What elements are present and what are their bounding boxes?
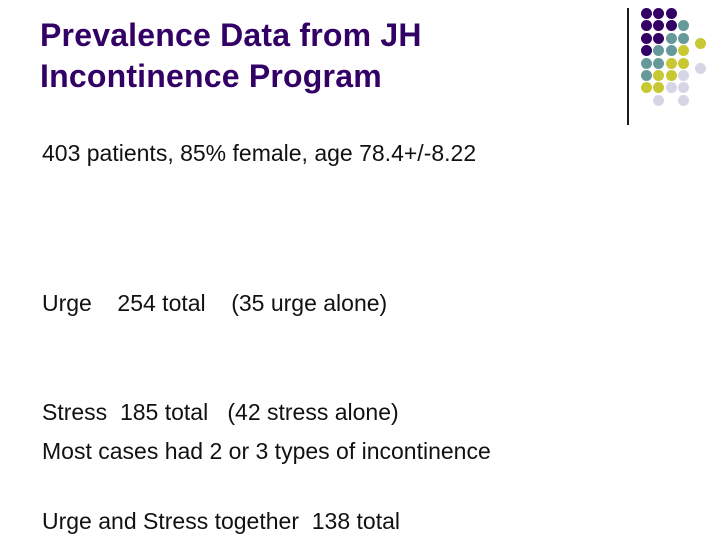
decoration-dot	[665, 57, 677, 69]
decoration-dot	[641, 45, 652, 57]
stat-line-urge-and-stress: Urge and Stress together 138 total	[42, 508, 400, 535]
slide-title-line-1: Prevalence Data from JH	[40, 17, 422, 53]
closing-line: Most cases had 2 or 3 types of incontine…	[42, 438, 491, 464]
decoration-dot	[665, 82, 677, 94]
slide-title: Prevalence Data from JH Incontinence Pro…	[40, 15, 615, 97]
decoration-dot	[665, 20, 677, 32]
decoration-dot	[678, 20, 690, 32]
decoration-dot	[678, 32, 690, 44]
stat-line-stress: Stress 185 total (42 stress alone)	[42, 399, 399, 426]
decoration-dot	[653, 45, 665, 57]
decoration-dot	[641, 82, 652, 94]
decoration-dot	[653, 32, 665, 44]
decoration-vertical-line	[627, 8, 629, 125]
decoration-dot	[653, 57, 665, 69]
decoration-dot	[653, 20, 665, 32]
decoration-dot	[678, 94, 690, 106]
decoration-dot	[665, 45, 677, 57]
slide-title-line-2: Incontinence Program	[40, 58, 382, 94]
decoration-dot	[653, 82, 665, 94]
decoration-dot	[641, 70, 652, 81]
dot-grid-decoration	[641, 8, 716, 123]
decoration-dot	[641, 8, 652, 19]
decoration-dot	[641, 20, 652, 32]
decoration-dot	[653, 94, 665, 106]
patient-summary-line: 403 patients, 85% female, age 78.4+/-8.2…	[42, 140, 477, 166]
decoration-dot	[678, 57, 690, 69]
incontinence-stats-list: Urge 254 total (35 urge alone) Stress 18…	[42, 212, 470, 540]
stat-line-urge: Urge 254 total (35 urge alone)	[42, 289, 388, 316]
decoration-dot	[678, 70, 690, 81]
decoration-dot	[641, 57, 652, 69]
decoration-dot	[695, 62, 707, 74]
decoration-dot	[678, 45, 690, 57]
decoration-dot	[678, 82, 690, 94]
decoration-dot	[665, 70, 677, 81]
decoration-dot	[653, 70, 665, 81]
decoration-dot	[665, 32, 677, 44]
decoration-dot	[641, 32, 652, 44]
decoration-dot	[653, 8, 665, 19]
decoration-dot	[665, 8, 677, 19]
decoration-dot	[695, 37, 707, 49]
